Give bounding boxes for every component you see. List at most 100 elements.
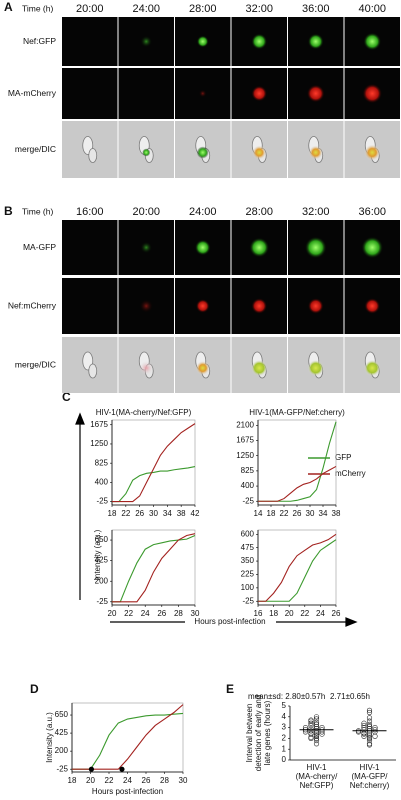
- data-point: [366, 742, 373, 748]
- time-label: Time (h): [22, 206, 53, 216]
- x-tick-label: 18: [68, 776, 77, 785]
- onset-point: [88, 766, 95, 772]
- data-point: [313, 741, 320, 747]
- x-tick-label: 26: [332, 609, 341, 618]
- y-tick-label: 400: [95, 478, 109, 487]
- arrow-head: [345, 617, 358, 627]
- x-tick-label: 22: [300, 609, 309, 618]
- x-tick-label: 38: [177, 509, 186, 518]
- x-tick-label: 34: [319, 509, 328, 518]
- x-tick-label: 22: [124, 609, 133, 618]
- fluorescence: [139, 299, 154, 313]
- y-tick-label: -25: [56, 764, 68, 773]
- data-point: [361, 722, 367, 729]
- fluorescence: [251, 33, 268, 50]
- data-point: [361, 720, 367, 726]
- data-point: [313, 714, 320, 720]
- data-point: [361, 733, 367, 739]
- time-point: 28:00: [245, 206, 273, 218]
- data-point: [308, 735, 314, 742]
- y-tick-label: 650: [55, 710, 69, 719]
- data-point: [366, 741, 373, 747]
- fluorescence: [198, 89, 207, 98]
- y-tick-label: 425: [95, 556, 109, 565]
- x-axis-label: Hours post-infection: [92, 787, 163, 796]
- chart-title: HIV-1(MA-cherry/Nef:GFP): [96, 408, 192, 417]
- fluorescence: [307, 360, 324, 376]
- data-point: [366, 709, 373, 716]
- y-tick-label: -25: [96, 497, 108, 506]
- fluorescence: [194, 239, 211, 256]
- y-tick-label: 475: [241, 543, 255, 552]
- y-tick-label: 1675: [236, 436, 254, 445]
- y-tick-label: 600: [241, 529, 255, 538]
- series-line: [112, 533, 196, 603]
- panel-label: C: [62, 390, 71, 404]
- y-tick-label: 1250: [236, 451, 254, 460]
- x-tick-label: 42: [191, 509, 200, 518]
- time-label: Time (h): [22, 3, 53, 13]
- x-axis-label: Hours post-infection: [194, 617, 265, 626]
- time-point: 28:00: [189, 3, 217, 15]
- data-point: [308, 720, 314, 726]
- y-tick-label: 350: [241, 556, 255, 565]
- data-point: [366, 718, 373, 724]
- x-tick-label: 30: [149, 509, 158, 518]
- y-tick-label: 2: [282, 734, 287, 743]
- x-tick-label: 20: [285, 609, 294, 618]
- y-axis-label: Interval between: [245, 704, 254, 763]
- data-point: [313, 719, 320, 725]
- channel-label: MA-GFP: [23, 242, 56, 252]
- fluorescence: [306, 84, 325, 103]
- panel-label: E: [226, 682, 234, 696]
- x-tick-label: HIV-1 (MA-cherry/Nef:GFP): [296, 763, 339, 790]
- data-point: [366, 707, 373, 713]
- y-axis-label: Intensity (a.u.): [45, 712, 54, 763]
- series-line: [258, 421, 337, 502]
- y-tick-label: -25: [242, 496, 254, 505]
- x-tick-label: 28: [160, 776, 169, 785]
- y-tick-label: 400: [241, 481, 255, 490]
- series-line: [258, 539, 337, 602]
- y-tick-label: 2100: [236, 420, 254, 429]
- micrograph: [62, 68, 118, 119]
- series-line: [72, 712, 184, 770]
- x-tick-label: 26: [142, 776, 151, 785]
- x-tick-label: 18: [269, 609, 278, 618]
- x-tick-label: 24: [141, 609, 150, 618]
- legend-label: mCherry: [335, 469, 366, 478]
- fluorescence: [308, 145, 323, 160]
- y-tick-label: 100: [241, 583, 255, 592]
- legend-label: GFP: [335, 453, 351, 462]
- micrograph: [62, 278, 118, 334]
- data-point: [366, 737, 373, 744]
- data-point: [313, 721, 320, 727]
- x-tick-label: 30: [306, 509, 315, 518]
- fluorescence: [140, 241, 153, 254]
- y-tick-label: 825: [241, 466, 255, 475]
- fluorescence: [364, 298, 381, 314]
- cell-outline: [88, 363, 98, 379]
- y-tick-label: -25: [242, 596, 254, 605]
- y-tick-label: 425: [55, 728, 69, 737]
- time-point: 20:00: [132, 206, 160, 218]
- fluorescence: [307, 33, 324, 50]
- y-axis-label: detection of early and: [254, 695, 263, 772]
- x-tick-label: 14: [254, 509, 263, 518]
- data-point: [372, 733, 378, 739]
- panel-label: B: [4, 204, 13, 218]
- channel-label: merge/DIC: [15, 144, 56, 154]
- fluorescence: [142, 148, 151, 157]
- series-line: [72, 704, 184, 770]
- x-tick-label: 24: [123, 776, 132, 785]
- time-point: 24:00: [132, 3, 160, 15]
- y-tick-label: 3: [282, 723, 287, 732]
- data-point: [319, 731, 325, 737]
- x-tick-label: 26: [293, 509, 302, 518]
- data-point: [372, 724, 378, 731]
- fluorescence: [251, 360, 268, 376]
- fluorescence: [252, 145, 267, 160]
- onset-point: [119, 766, 125, 772]
- fluorescence: [196, 146, 209, 159]
